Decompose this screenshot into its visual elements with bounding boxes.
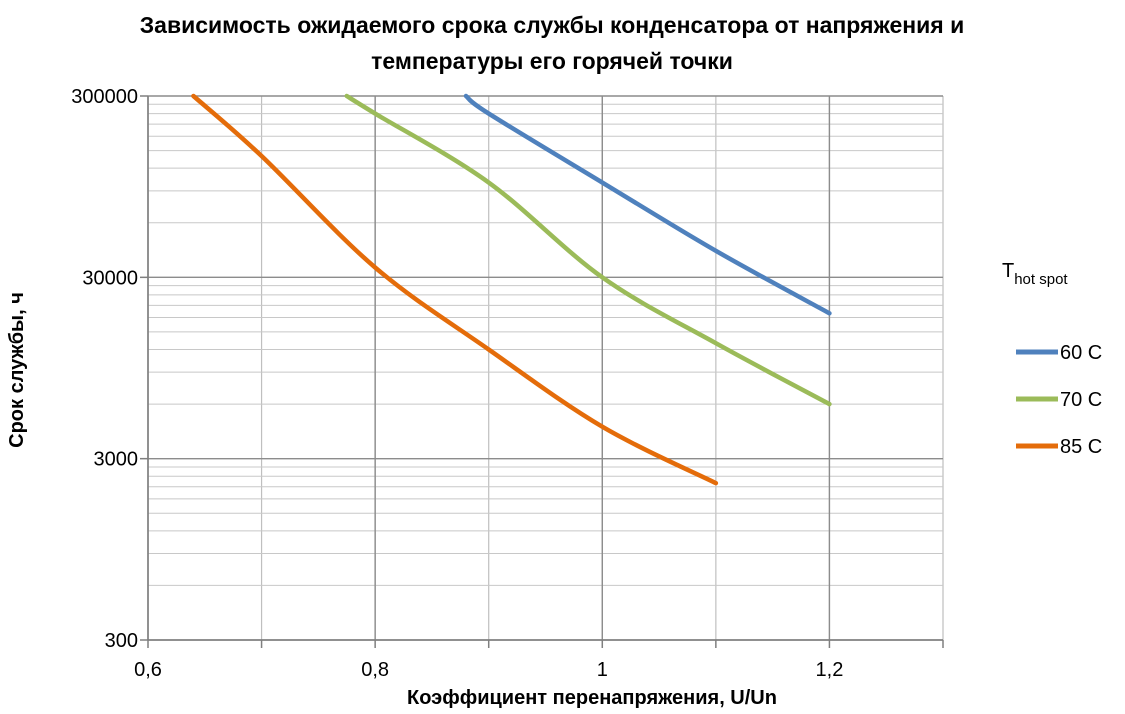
legend-label: 60 C <box>1060 342 1102 364</box>
legend-title: Thot spot <box>1002 260 1068 288</box>
legend: Thot spot 60 C 70 C 85 C <box>1002 260 1102 458</box>
chart-title-line-2: температуры его горячей точки <box>371 48 733 74</box>
axes <box>140 95 944 648</box>
series-line-1 <box>344 93 832 407</box>
y-tick-label: 300 <box>105 630 138 652</box>
legend-title-sub: hot spot <box>1014 271 1068 288</box>
x-tick-label: 1 <box>597 659 608 681</box>
series-line-2 <box>191 93 719 486</box>
legend-label: 70 C <box>1060 389 1102 411</box>
tick-labels: 300 3000 30000 300000 0,6 0,8 1 1,2 <box>71 86 843 681</box>
chart-title: Зависимость ожидаемого срока службы конд… <box>140 12 965 74</box>
x-tick-label: 0,8 <box>361 659 389 681</box>
legend-label: 85 C <box>1060 436 1102 458</box>
y-tick-label: 3000 <box>94 449 139 471</box>
y-tick-label: 30000 <box>82 267 138 289</box>
x-tick-label: 0,6 <box>134 659 162 681</box>
legend-title-main: T <box>1002 260 1014 282</box>
chart-title-line-1: Зависимость ожидаемого срока службы конд… <box>140 12 965 38</box>
x-axis-label: Коэффициент перенапряжения, U/Un <box>407 687 777 709</box>
series-lines <box>191 93 832 486</box>
grid <box>147 95 944 641</box>
y-tick-label: 300000 <box>71 86 138 108</box>
x-tick-label: 1,2 <box>816 659 844 681</box>
series-line-0 <box>463 93 832 316</box>
y-axis-label: Срок службы, ч <box>6 292 28 448</box>
